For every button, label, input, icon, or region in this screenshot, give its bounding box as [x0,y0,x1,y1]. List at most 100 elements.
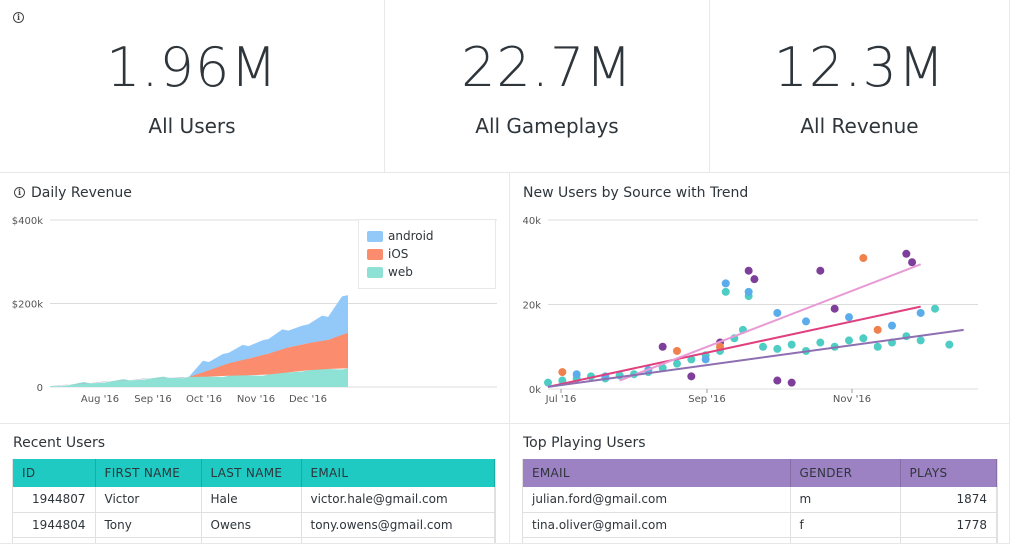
y-tick-label: 40k [522,216,541,227]
cell-email: tony.owens@gmail.com [301,512,495,538]
kpi-label: All Revenue [800,114,919,138]
kpi-card-revenue: 12.3M All Revenue [710,0,1010,173]
scatter-point [744,266,753,275]
table-row[interactable]: tina.oliver@gmail.com f 1778 [523,512,997,538]
column-header-gender[interactable]: GENDER [790,459,901,487]
scatter-point [816,338,825,347]
scatter-point [687,372,696,381]
x-tick-label: Dec '16 [289,394,327,405]
y-tick-label: 0 [37,383,43,394]
legend-item-android[interactable]: android [367,229,434,243]
x-tick-label: Sep '16 [134,394,172,405]
legend-item-web[interactable]: web [367,265,413,279]
kpi-value: 1.96M [106,36,278,99]
scatter-point [859,254,868,263]
kpi-label: All Users [148,114,236,138]
recent-users-table-wrap: ID FIRST NAME LAST NAME EMAIL 1944807 Vi… [12,459,496,543]
kpi-card-users: i 1.96M All Users [0,0,385,173]
scatter-point [931,304,939,313]
table-row[interactable]: 1944804 Tony Owens tony.owens@gmail.com [13,512,495,538]
cell-id: 1944804 [13,512,96,538]
kpi-card-gameplays: 22.7M All Gameplays [385,0,710,173]
legend-label: web [388,265,413,279]
daily-revenue-card: i Daily Revenue $400k $200k 0 Aug '16 Sep '1… [0,173,510,424]
scatter-point [673,359,681,368]
scatter-point [945,340,954,349]
y-tick-label: 20k [522,301,541,312]
scatter-point [888,321,896,330]
area-web [50,367,348,387]
daily-revenue-title: i Daily Revenue [14,185,132,201]
trend-line [547,305,921,388]
cell-id: 1944807 [13,487,96,513]
daily-revenue-chart: $400k $200k 0 Aug '16 Sep '16 Oct '16 Nov '16… [12,216,497,405]
scatter-point [873,325,882,334]
scatter-point [558,368,567,377]
y-tick-label: 0k [529,385,541,396]
table-row[interactable]: julian.ford@gmail.com m 1874 [523,487,997,513]
column-header-email[interactable]: EMAIL [301,459,495,487]
cell-gender: f [790,512,901,538]
cell-email: victor.hale@gmail.com [301,487,495,513]
scatter-point [873,342,882,351]
cell-first-name: Victor [95,487,202,513]
column-header-email[interactable]: EMAIL [523,459,791,487]
scatter-point [816,266,825,275]
top-players-table-wrap: EMAIL GENDER PLAYS julian.ford@gmail.com… [522,459,998,543]
scatter-point [908,258,917,267]
new-users-card: New Users by Source with Trend 40k 20k 0k … [510,173,1010,424]
table-row[interactable]: 1944807 Victor Hale victor.hale@gmail.co… [13,487,495,513]
top-players-title: Top Playing Users [523,435,646,451]
scatter-point [721,279,730,288]
scatter-point [773,344,782,353]
legend-label: android [388,229,434,243]
info-icon[interactable]: i [14,186,25,198]
table-header-row: EMAIL GENDER PLAYS [523,459,997,487]
cell-plays: 1874 [900,487,997,513]
scatter-point [759,342,767,351]
x-tick-label: Aug '16 [81,394,119,405]
cell-first-name: Tony [95,512,202,538]
x-tick-label: Jul '16 [545,394,577,405]
column-header-last-name[interactable]: LAST NAME [201,459,302,487]
x-tick-label: Oct '16 [186,394,222,405]
cell-gender: m [790,487,901,513]
scatter-point [572,370,581,379]
y-tick-label: $200k [12,300,43,311]
recent-users-card: Recent Users ID FIRST NAME LAST NAME EMA… [0,424,510,544]
scatter-point [845,336,853,345]
y-tick-label: $400k [12,216,43,227]
kpi-label: All Gameplays [475,114,619,138]
scatter-point [916,336,925,345]
column-header-id[interactable]: ID [13,459,96,487]
kpi-value: 12.3M [773,36,946,99]
scatter-point [773,376,782,385]
scatter-point [544,378,552,387]
kpi-value: 22.7M [461,36,633,99]
x-tick-label: Nov '16 [237,394,275,405]
cell-email: julian.ford@gmail.com [523,487,791,513]
table-row[interactable] [13,537,495,543]
column-header-plays[interactable]: PLAYS [900,459,997,487]
new-users-title: New Users by Source with Trend [523,185,749,201]
scatter-point [701,355,710,364]
trend-line [619,263,922,382]
legend-item-ios[interactable]: iOS [367,247,408,261]
top-players-table: EMAIL GENDER PLAYS julian.ford@gmail.com… [523,459,997,543]
cell-last-name: Hale [201,487,302,513]
area-iOS [50,332,348,387]
x-tick-label: Nov '16 [833,394,871,405]
legend-swatch [367,267,383,278]
top-players-card: Top Playing Users EMAIL GENDER PLAYS jul… [510,424,1010,544]
recent-users-title: Recent Users [13,435,106,451]
x-tick-label: Sep '16 [688,394,726,405]
info-icon[interactable]: i [13,12,24,23]
scatter-point [787,378,796,387]
scatter-point [916,308,925,317]
column-header-first-name[interactable]: FIRST NAME [95,459,202,487]
scatter-point [773,308,782,317]
scatter-point [721,287,730,296]
cell-plays: 1778 [900,512,997,538]
table-row[interactable] [523,537,997,543]
